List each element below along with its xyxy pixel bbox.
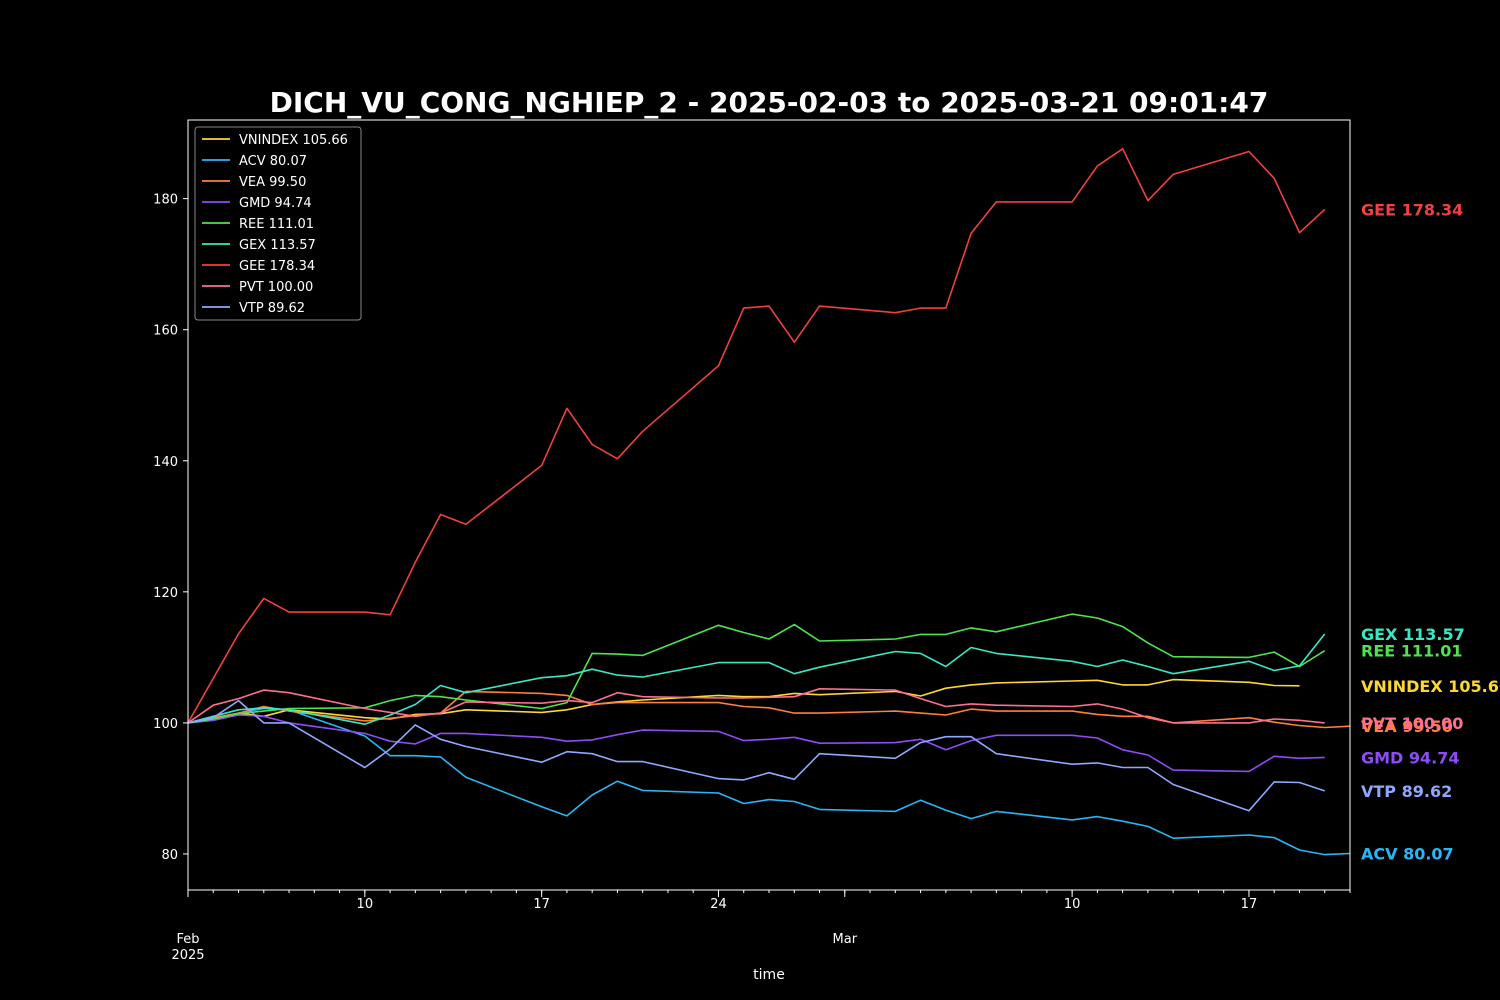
legend-entry-acv: ACV 80.07: [239, 154, 307, 169]
x-tick-label: 10: [357, 897, 374, 912]
legend-entry-gee: GEE 178.34: [239, 259, 315, 274]
x-tick-label: 17: [533, 897, 550, 912]
end-label-vea: VEA 99.50: [1361, 717, 1453, 736]
legend-entry-vtp: VTP 89.62: [239, 301, 305, 316]
legend-box: [194, 126, 362, 321]
legend-entry-vea: VEA 99.50: [239, 175, 306, 190]
end-label-vtp: VTP 89.62: [1361, 782, 1452, 801]
series-line-vnindex: [187, 678, 1300, 724]
series-line-gmd: [187, 714, 1325, 773]
y-tick-label: 140: [153, 455, 178, 470]
series-line-ree: [187, 613, 1326, 724]
x-tick-label: Feb: [176, 932, 199, 947]
y-tick-label: 120: [153, 586, 178, 601]
end-label-gex: GEX 113.57: [1361, 625, 1465, 644]
end-label-ree: REE 111.01: [1361, 642, 1463, 661]
x-tick-label: Mar: [833, 932, 858, 947]
y-tick-label: 180: [153, 193, 178, 208]
end-labels: VNINDEX 105.66 ACV 80.07 VEA 99.50 GMD 94.7…: [1361, 201, 1500, 864]
series-lines: [187, 148, 1351, 856]
series-line-vtp: [187, 699, 1325, 812]
legend-entry-ree: REE 111.01: [239, 217, 314, 232]
series-line-vea: [187, 690, 1351, 729]
legend: VNINDEX 105.66 ACV 80.07 VEA 99.50 GMD 94.7…: [194, 126, 362, 321]
y-tick-label: 100: [153, 717, 178, 732]
series-line-pvt: [187, 687, 1325, 724]
x-tick-sublabel: 2025: [171, 948, 204, 963]
y-tick-label: 80: [161, 848, 178, 863]
end-label-gmd: GMD 94.74: [1361, 748, 1460, 767]
y-tick-label: 160: [153, 324, 178, 339]
x-axis-label: time: [753, 967, 785, 983]
x-tick-label: 10: [1064, 897, 1081, 912]
series-line-acv: [187, 707, 1351, 856]
end-label-vnindex: VNINDEX 105.66: [1361, 677, 1500, 696]
series-line-gex: [187, 633, 1326, 726]
end-label-pvt: PVT 100.00: [1361, 714, 1463, 733]
legend-entry-vnindex: VNINDEX 105.66: [239, 133, 348, 148]
chart-title: DICH_VU_CONG_NGHIEP_2 - 2025-02-03 to 20…: [270, 86, 1269, 119]
series-line-gee: [187, 148, 1326, 724]
y-axis: 80 100 120 140 160 180: [153, 193, 188, 863]
x-tick-label: 24: [710, 897, 727, 912]
x-tick-label: 17: [1241, 897, 1258, 912]
legend-entry-gmd: GMD 94.74: [239, 196, 312, 211]
end-label-acv: ACV 80.07: [1361, 844, 1454, 863]
end-label-gee: GEE 178.34: [1361, 201, 1463, 220]
legend-entry-gex: GEX 113.57: [239, 238, 316, 253]
legend-entry-pvt: PVT 100.00: [239, 280, 313, 295]
